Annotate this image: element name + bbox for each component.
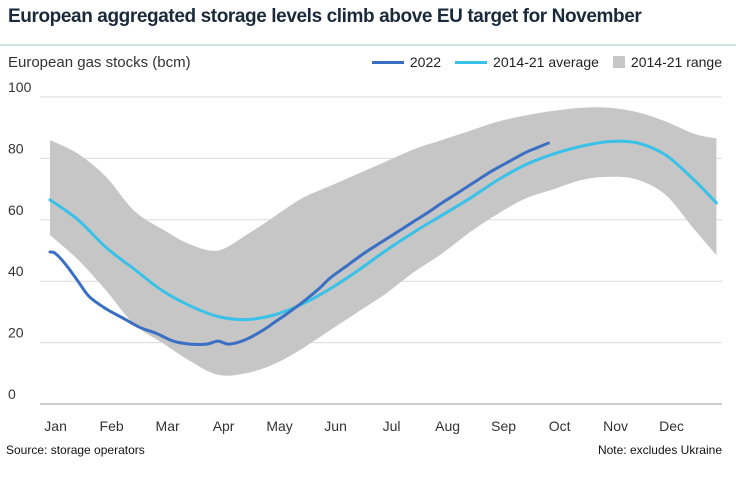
x-tick-label-may: May: [266, 418, 292, 434]
chart-subtitle: European gas stocks (bcm): [8, 54, 191, 71]
x-tick-label-feb: Feb: [100, 418, 124, 434]
x-tick-label-apr: Apr: [213, 418, 235, 434]
source-note: Source: storage operators: [6, 443, 145, 457]
y-tick-label-0: 0: [8, 386, 16, 402]
x-tick-label-dec: Dec: [659, 418, 684, 434]
chart-title: European aggregated storage levels climb…: [8, 6, 642, 27]
y-tick-label-60: 60: [8, 202, 24, 218]
legend-label-average: 2014-21 average: [493, 54, 599, 70]
legend-swatch-2022: [371, 60, 404, 64]
series-line-2022: [48, 141, 550, 346]
legend-swatch-average: [455, 60, 488, 64]
y-tick-label-40: 40: [8, 263, 24, 279]
x-tick-label-aug: Aug: [435, 418, 460, 434]
x-tick-label-oct: Oct: [549, 418, 571, 434]
legend-label-2022: 2022: [409, 54, 442, 70]
series-line-average: [48, 139, 718, 322]
exclusion-note: Note: excludes Ukraine: [597, 443, 722, 457]
x-tick-label-jun: Jun: [324, 418, 347, 434]
title-divider: [0, 44, 736, 46]
legend-item-2022: 2022: [371, 54, 442, 70]
x-tick-label-sep: Sep: [491, 418, 516, 434]
legend-item-range: 2014-21 range: [612, 54, 722, 70]
x-tick-label-nov: Nov: [603, 418, 628, 434]
x-tick-label-jan: Jan: [44, 418, 67, 434]
y-tick-label-20: 20: [8, 325, 24, 341]
x-tick-label-jul: Jul: [383, 418, 401, 434]
legend-item-average: 2014-21 average: [455, 54, 599, 70]
x-tick-label-mar: Mar: [156, 418, 180, 434]
legend-swatch-range: [612, 56, 625, 68]
y-tick-label-100: 100: [8, 79, 32, 95]
legend: 2022 2014-21 average 2014-21 range: [358, 54, 722, 70]
legend-label-range: 2014-21 range: [630, 54, 722, 70]
y-tick-label-80: 80: [8, 140, 24, 156]
